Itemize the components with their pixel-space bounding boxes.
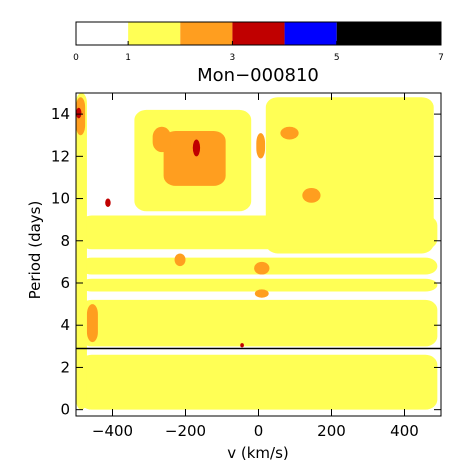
y-tick-label-4: 8 [60,232,70,250]
colorbar-frame [75,21,442,46]
chart-title: Mon−000810 [197,65,319,86]
y-axis-label: Period (days) [26,201,44,300]
x-axis-label: v (km/s) [227,444,289,462]
colorbar-bin-5 [336,22,441,45]
contour-region-9 [152,126,171,153]
contour-region-12 [254,289,269,298]
x-tick-label-2: 0 [254,422,264,440]
colorbar-bin-2 [180,22,233,45]
contour-region-21 [76,107,82,119]
colorbar-tick-label-3: 5 [334,53,340,63]
colorbar-tick-label-2: 3 [230,53,236,63]
contour-region-19 [105,198,111,207]
x-tick-label-1: −200 [165,422,206,440]
y-tick-label-1: 2 [60,358,70,376]
y-tick-label-5: 10 [51,190,70,208]
contour-region-17 [174,253,186,267]
x-tick-label-3: 200 [317,422,346,440]
contour-region-2 [79,215,438,250]
y-tick-label-6: 12 [51,147,70,165]
y-tick-label-3: 6 [60,274,70,292]
colorbar-tick-label-1: 1 [125,53,131,63]
contour-region-1 [265,97,434,254]
colorbar-bin-0 [76,22,129,45]
contour-region-4 [79,278,438,292]
contour-region-16 [86,304,98,343]
colorbar-tick-label-0: 0 [73,53,79,63]
contour-region-6 [79,354,438,410]
contour-region-5 [79,299,438,347]
colorbar: 0 1 3 5 7 [73,21,444,63]
contour-region-20 [240,343,244,348]
contour-region-8 [163,131,226,186]
contour-region-10 [256,133,266,159]
colorbar-bin-3 [232,22,285,45]
colorbar-bin-4 [284,22,337,45]
y-tick-label-2: 4 [60,316,70,334]
colorbar-bin-1 [128,22,181,45]
contour-region-7 [76,93,87,410]
contour-region-18 [192,139,201,157]
plot-area: −400 −200 0 200 400 0 2 4 6 8 10 12 14 [51,92,442,440]
x-tick-label-0: −400 [92,422,133,440]
y-tick-label-0: 0 [60,401,70,419]
contour-region-14 [280,126,299,140]
x-tick-label-4: 400 [390,422,419,440]
y-tick-label-7: 14 [51,105,70,123]
colorbar-tick-label-4: 7 [438,53,444,63]
contour-region-13 [302,188,321,203]
contour-region-11 [254,261,270,275]
